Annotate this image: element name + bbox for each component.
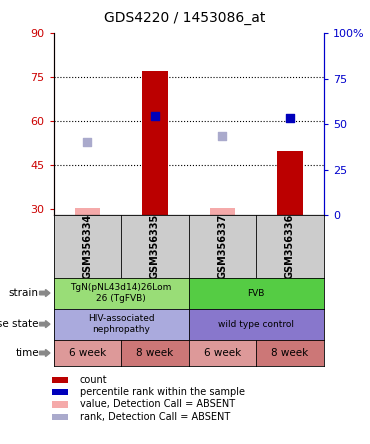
Text: GSM356334: GSM356334 — [83, 214, 92, 279]
Text: GDS4220 / 1453086_at: GDS4220 / 1453086_at — [104, 11, 266, 25]
Text: count: count — [80, 375, 107, 385]
Text: 8 week: 8 week — [136, 348, 174, 358]
Text: percentile rank within the sample: percentile rank within the sample — [80, 387, 245, 397]
Text: GSM356337: GSM356337 — [218, 214, 228, 279]
Text: wild type control: wild type control — [218, 320, 294, 329]
Text: rank, Detection Call = ABSENT: rank, Detection Call = ABSENT — [80, 412, 230, 422]
Bar — [142, 71, 168, 215]
Text: strain: strain — [9, 288, 39, 298]
Point — [152, 112, 158, 119]
Text: GSM356335: GSM356335 — [150, 214, 160, 279]
Text: TgN(pNL43d14)26Lom
26 (TgFVB): TgN(pNL43d14)26Lom 26 (TgFVB) — [71, 283, 172, 303]
Bar — [277, 151, 303, 215]
Text: 6 week: 6 week — [204, 348, 241, 358]
Point — [84, 139, 90, 146]
Point — [287, 115, 293, 122]
Point — [219, 132, 225, 139]
Bar — [210, 208, 235, 215]
Text: GSM356336: GSM356336 — [285, 214, 295, 279]
Text: 6 week: 6 week — [69, 348, 106, 358]
Text: 8 week: 8 week — [271, 348, 309, 358]
Text: value, Detection Call = ABSENT: value, Detection Call = ABSENT — [80, 400, 235, 409]
Text: disease state: disease state — [0, 319, 39, 329]
Text: HIV-associated
nephropathy: HIV-associated nephropathy — [88, 314, 155, 334]
Text: time: time — [15, 348, 39, 358]
Text: FVB: FVB — [248, 289, 265, 297]
Bar — [75, 208, 100, 215]
